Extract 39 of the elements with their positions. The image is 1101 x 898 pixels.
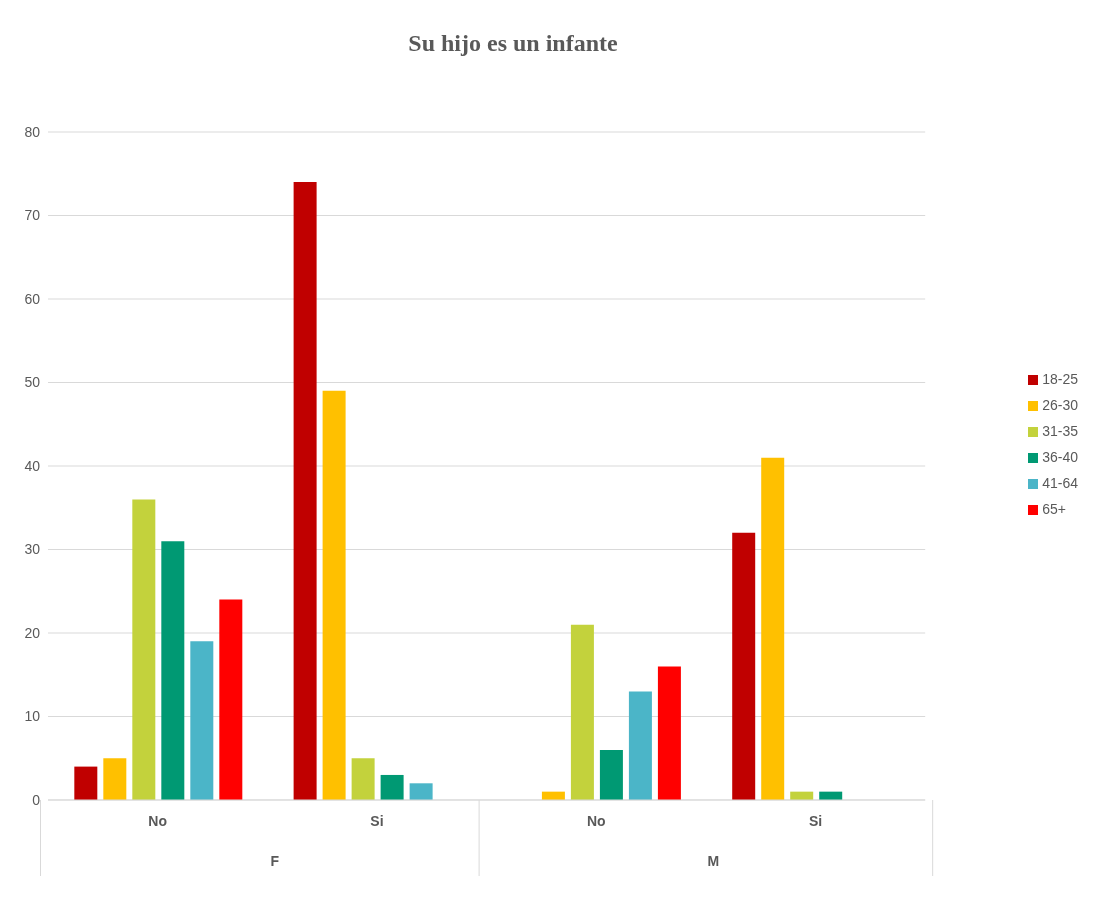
y-tick-label: 10 (24, 708, 41, 725)
legend-label: 31-35 (1042, 423, 1078, 439)
y-tick-label: 50 (24, 374, 41, 391)
bar (657, 666, 681, 800)
bar (293, 182, 317, 800)
bar (380, 774, 404, 800)
y-tick-label: 0 (32, 791, 41, 808)
bar (351, 758, 375, 800)
legend-label: 65+ (1042, 501, 1066, 517)
x-tick-label: Si (808, 813, 823, 829)
bar (322, 390, 346, 800)
bar (599, 749, 623, 800)
y-tick-label: 70 (24, 207, 41, 224)
bar (219, 599, 243, 800)
bar (409, 783, 433, 800)
x-tick-label: No (586, 813, 606, 829)
bar (103, 758, 127, 800)
y-tick-label: 30 (24, 541, 41, 558)
legend-label: 26-30 (1042, 397, 1078, 413)
bar (570, 624, 594, 800)
bar (761, 457, 785, 800)
legend-label: 36-40 (1042, 449, 1078, 465)
bar (132, 499, 156, 800)
y-tick-label: 40 (24, 457, 41, 474)
bar (628, 691, 652, 800)
x-tick-label: Si (370, 813, 384, 829)
y-tick-label: 80 (24, 123, 41, 140)
x-tick-label: No (148, 813, 167, 829)
legend-label: 18-25 (1042, 371, 1078, 387)
text: M (707, 853, 720, 869)
bar (190, 641, 214, 800)
chart-title: Su hijo es un infante (407, 30, 619, 57)
bar (74, 766, 98, 800)
text: F (270, 853, 280, 869)
y-tick-label: 20 (24, 624, 41, 641)
bar (732, 532, 756, 800)
y-tick-label: 60 (24, 290, 41, 307)
bar (161, 541, 185, 800)
legend-label: 41-64 (1042, 475, 1078, 491)
